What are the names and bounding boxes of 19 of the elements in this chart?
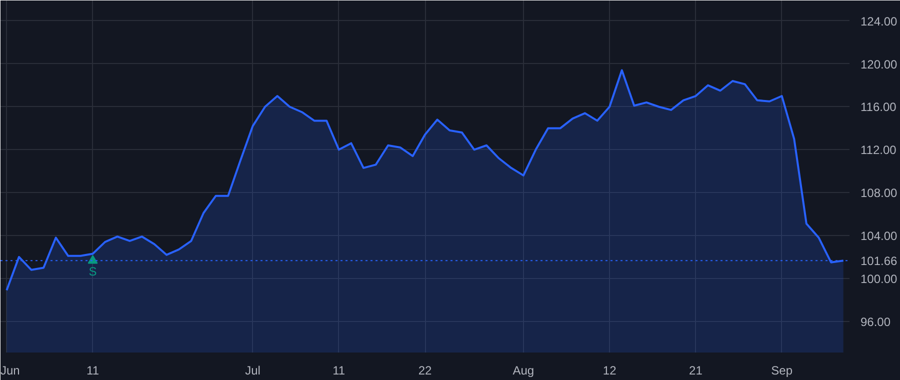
x-tick-label: Jun <box>0 364 20 378</box>
x-tick-label: Aug <box>512 364 534 378</box>
x-tick-label: Jul <box>245 364 260 378</box>
annotation: S <box>88 264 97 279</box>
y-tick-label: 124.00 <box>860 14 898 28</box>
x-tick-label: 22 <box>418 364 432 378</box>
y-tick-label: 100.00 <box>860 272 898 286</box>
y-tick-label: 96.00 <box>860 314 891 329</box>
x-tick-label: 11 <box>332 364 346 378</box>
y-tick-label: 116.00 <box>860 100 897 114</box>
x-tick-label: Sep <box>771 364 793 378</box>
y-tick-label: 108.00 <box>860 186 898 200</box>
y-tick-label: 120.00 <box>860 57 898 72</box>
ref-line-label: 101.66 <box>860 254 898 268</box>
x-tick-label: 21 <box>689 364 703 378</box>
x-tick-label: 11 <box>86 364 100 378</box>
x-tick-label: 12 <box>602 364 617 378</box>
y-tick-label: 104.00 <box>860 229 898 244</box>
y-tick-label: 112.00 <box>860 143 897 158</box>
